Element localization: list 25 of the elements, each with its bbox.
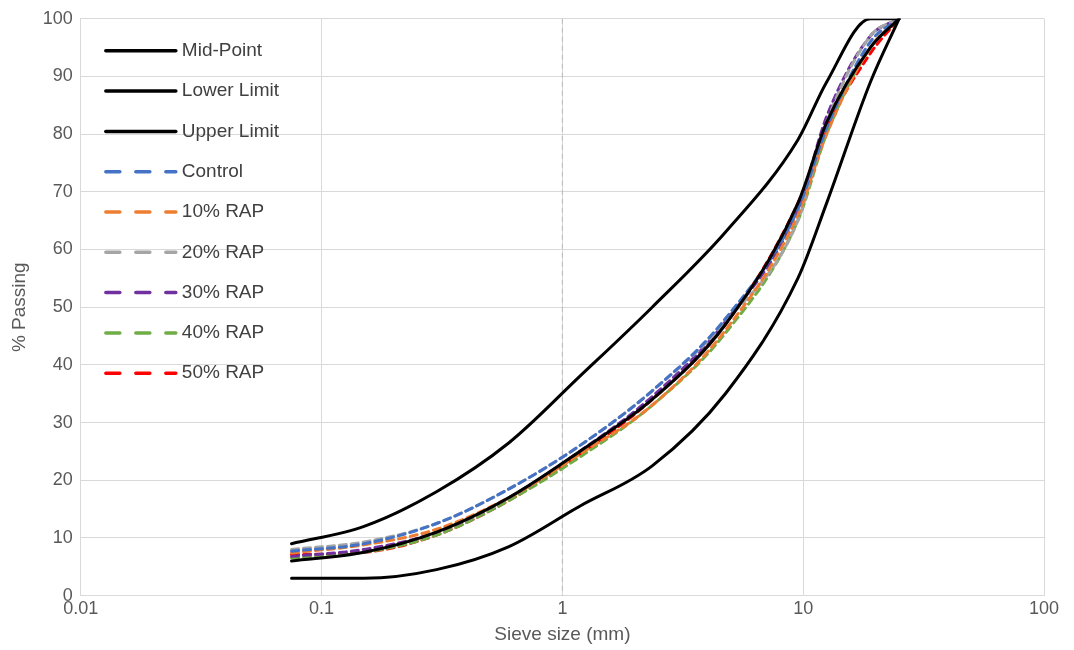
- x-tick-label: 10: [793, 598, 814, 619]
- x-tick-label: 1: [557, 598, 568, 619]
- legend-label: 50% RAP: [181, 361, 265, 383]
- y-tick-label: 90: [52, 65, 73, 86]
- y-tick-label: 50: [52, 296, 73, 317]
- y-tick-label: 80: [52, 123, 73, 144]
- y-tick-label: 20: [52, 469, 73, 490]
- y-tick-label: 60: [52, 238, 73, 259]
- legend-label: Upper Limit: [181, 119, 280, 141]
- y-tick-label: 40: [52, 353, 73, 374]
- legend-label: Control: [181, 159, 244, 181]
- legend-label: Lower Limit: [181, 79, 280, 101]
- legend-label: 20% RAP: [181, 240, 265, 262]
- legend-label: 10% RAP: [181, 200, 265, 222]
- x-tick-label: 0.1: [309, 598, 335, 619]
- legend-label: Mid-Point: [181, 39, 263, 61]
- legend-label: 40% RAP: [181, 321, 265, 343]
- y-tick-label: 100: [42, 7, 73, 28]
- y-axis-title: % Passing: [7, 262, 29, 353]
- x-axis-title: Sieve size (mm): [494, 622, 631, 644]
- y-tick-label: 70: [52, 180, 73, 201]
- x-tick-label: 100: [1028, 598, 1060, 619]
- y-tick-label: 10: [52, 526, 73, 547]
- y-tick-label: 30: [52, 411, 73, 432]
- legend-label: 30% RAP: [181, 280, 265, 302]
